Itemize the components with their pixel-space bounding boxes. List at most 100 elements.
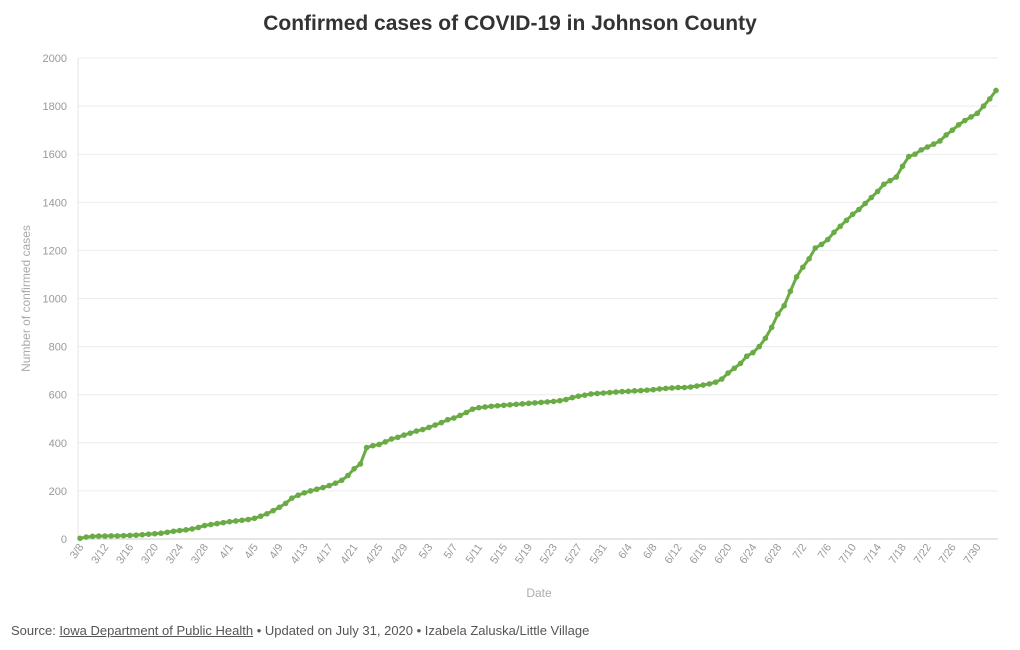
data-point[interactable] xyxy=(376,441,382,448)
data-point[interactable] xyxy=(301,490,308,496)
data-point[interactable] xyxy=(600,390,607,396)
data-point[interactable] xyxy=(332,480,339,487)
data-point[interactable] xyxy=(407,430,414,436)
data-point[interactable] xyxy=(95,533,102,539)
data-point[interactable] xyxy=(538,399,544,406)
data-point[interactable] xyxy=(669,385,675,391)
data-point[interactable] xyxy=(569,394,576,401)
data-point[interactable] xyxy=(401,432,407,438)
data-point[interactable] xyxy=(650,386,657,393)
data-point[interactable] xyxy=(893,174,900,180)
data-point[interactable] xyxy=(426,424,432,431)
data-point[interactable] xyxy=(214,520,220,527)
data-point[interactable] xyxy=(226,518,233,525)
data-point[interactable] xyxy=(638,387,644,394)
data-point[interactable] xyxy=(469,406,476,412)
data-point[interactable] xyxy=(295,492,301,499)
source-link[interactable]: Iowa Department of Public Health xyxy=(59,623,254,638)
data-point[interactable] xyxy=(743,353,750,360)
data-point[interactable] xyxy=(320,484,326,491)
data-point[interactable] xyxy=(357,461,364,467)
data-point[interactable] xyxy=(451,415,457,421)
data-point[interactable] xyxy=(700,382,706,388)
data-point[interactable] xyxy=(606,389,613,396)
data-point[interactable] xyxy=(232,518,239,524)
data-point[interactable] xyxy=(800,264,806,271)
data-point[interactable] xyxy=(949,127,956,133)
data-point[interactable] xyxy=(158,530,164,537)
data-point[interactable] xyxy=(513,401,519,408)
data-point[interactable] xyxy=(220,519,227,526)
data-point[interactable] xyxy=(694,383,700,389)
data-point[interactable] xyxy=(525,400,532,407)
data-point[interactable] xyxy=(77,535,83,542)
data-point[interactable] xyxy=(388,436,395,442)
data-point[interactable] xyxy=(532,400,538,406)
data-point[interactable] xyxy=(313,486,320,493)
data-point[interactable] xyxy=(731,365,738,372)
data-point[interactable] xyxy=(762,335,769,341)
data-point[interactable] xyxy=(276,504,283,511)
data-point[interactable] xyxy=(488,403,495,410)
data-point[interactable] xyxy=(756,343,763,350)
data-point[interactable] xyxy=(656,386,663,392)
data-point[interactable] xyxy=(563,396,569,403)
data-point[interactable] xyxy=(239,517,245,524)
data-point[interactable] xyxy=(831,229,837,236)
data-point[interactable] xyxy=(195,524,202,531)
data-point[interactable] xyxy=(345,472,351,479)
data-point[interactable] xyxy=(812,245,819,251)
data-point[interactable] xyxy=(382,439,389,445)
data-point[interactable] xyxy=(307,488,314,494)
data-point[interactable] xyxy=(289,495,295,501)
data-point[interactable] xyxy=(937,138,943,144)
data-point[interactable] xyxy=(868,194,875,201)
data-point[interactable] xyxy=(681,384,688,391)
data-point[interactable] xyxy=(270,507,276,514)
data-point[interactable] xyxy=(351,465,357,472)
data-point[interactable] xyxy=(986,96,993,102)
data-point[interactable] xyxy=(980,103,987,109)
data-point[interactable] xyxy=(881,181,887,188)
data-point[interactable] xyxy=(924,144,931,150)
data-point[interactable] xyxy=(482,404,488,410)
data-point[interactable] xyxy=(625,388,632,395)
data-point[interactable] xyxy=(457,412,463,419)
data-point[interactable] xyxy=(476,404,482,411)
data-point[interactable] xyxy=(145,531,152,537)
data-point[interactable] xyxy=(594,390,600,397)
data-point[interactable] xyxy=(151,530,158,537)
data-point[interactable] xyxy=(899,163,906,170)
data-point[interactable] xyxy=(507,402,513,408)
data-point[interactable] xyxy=(824,236,831,243)
data-point[interactable] xyxy=(581,392,588,398)
data-point[interactable] xyxy=(83,534,90,540)
data-point[interactable] xyxy=(245,516,252,523)
data-point[interactable] xyxy=(183,527,189,533)
data-point[interactable] xyxy=(918,147,925,153)
data-point[interactable] xyxy=(413,428,420,434)
data-point[interactable] xyxy=(787,288,794,295)
data-point[interactable] xyxy=(494,402,501,409)
data-point[interactable] xyxy=(837,223,844,230)
data-point[interactable] xyxy=(108,533,114,539)
data-point[interactable] xyxy=(750,349,756,356)
data-point[interactable] xyxy=(675,384,681,391)
data-point[interactable] xyxy=(189,526,195,532)
data-point[interactable] xyxy=(874,188,881,195)
data-point[interactable] xyxy=(338,477,345,484)
data-point[interactable] xyxy=(768,324,775,331)
data-point[interactable] xyxy=(662,385,669,392)
data-point[interactable] xyxy=(557,397,563,404)
data-point[interactable] xyxy=(843,217,850,224)
data-point[interactable] xyxy=(201,522,208,529)
data-point[interactable] xyxy=(395,434,401,441)
data-point[interactable] xyxy=(544,399,551,405)
data-point[interactable] xyxy=(519,401,526,407)
data-point[interactable] xyxy=(575,393,582,399)
data-point[interactable] xyxy=(444,416,451,423)
data-point[interactable] xyxy=(363,444,370,451)
data-point[interactable] xyxy=(905,153,912,160)
data-point[interactable] xyxy=(326,482,333,489)
data-point[interactable] xyxy=(120,532,127,539)
